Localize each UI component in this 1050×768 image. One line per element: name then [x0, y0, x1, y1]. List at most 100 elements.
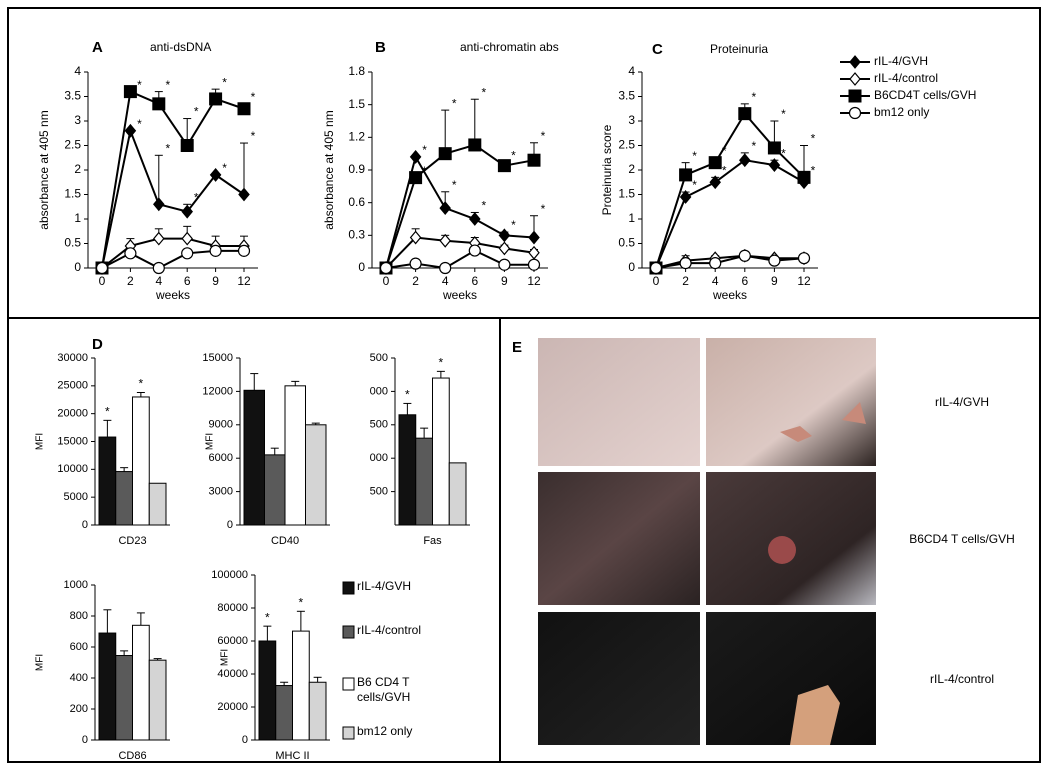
significance-mark: *: [265, 610, 270, 624]
y-tick-label: 200: [70, 703, 88, 715]
x-tick-label: 4: [155, 274, 162, 288]
y-tick-label: 500: [370, 352, 388, 364]
marker: [153, 197, 165, 212]
x-axis-label: weeks: [442, 288, 477, 302]
marker: [738, 249, 751, 262]
marker: [498, 228, 511, 243]
legend-label: B6 CD4 T cells/GVH: [357, 675, 411, 704]
y-tick-label: 0.5: [64, 236, 81, 250]
legend-label: bm12 only: [357, 724, 413, 738]
y-axis-label: Proteinuria score: [600, 124, 614, 215]
marker: [849, 55, 861, 69]
marker: [848, 89, 862, 103]
significance-mark: *: [511, 218, 516, 232]
chart-title: anti-dsDNA: [150, 40, 211, 54]
bar: [132, 624, 150, 741]
bar: [415, 437, 433, 526]
marker: [439, 261, 452, 275]
legend-label: rIL-4/GVH: [357, 579, 412, 593]
bar: [292, 630, 310, 741]
legend-swatch: [342, 581, 355, 595]
y-axis-label: MFI: [220, 649, 231, 666]
significance-mark: *: [751, 90, 756, 104]
y-axis-label: absorbance at 405 nm: [37, 110, 51, 229]
marker: [123, 85, 137, 99]
y-tick-label: 0: [82, 519, 88, 531]
y-tick-label: 2: [628, 162, 635, 176]
marker: [468, 244, 481, 257]
marker: [738, 107, 752, 121]
marker: [797, 170, 811, 184]
significance-mark: *: [511, 149, 516, 163]
bar: [115, 655, 133, 741]
y-tick-label: 5000: [64, 491, 88, 503]
significance-mark: *: [452, 96, 457, 110]
series-line: [101, 127, 245, 269]
marker: [848, 106, 862, 120]
legend-swatch: [342, 677, 355, 691]
y-axis-label: MFI: [205, 433, 216, 450]
marker: [152, 97, 166, 111]
marker: [679, 257, 692, 270]
y-tick-label: 1.5: [348, 97, 365, 111]
marker: [124, 247, 137, 260]
bar: [98, 632, 117, 741]
photo-detail: [780, 402, 866, 442]
y-tick-label: 3: [74, 113, 81, 127]
x-tick-label: 12: [797, 274, 811, 288]
chart-title: Proteinuria: [710, 42, 768, 56]
x-tick-label: 12: [527, 274, 541, 288]
photo: [538, 612, 700, 745]
x-axis-label: MHC II: [275, 750, 309, 762]
photo-detail: [790, 685, 840, 745]
y-tick-label: 6000: [209, 452, 233, 464]
x-axis-label: CD40: [271, 535, 299, 547]
y-tick-label: 100000: [211, 569, 248, 581]
series-line: [385, 154, 535, 269]
series-line: [101, 249, 244, 270]
y-tick-label: 0.3: [348, 228, 365, 242]
significance-mark: *: [194, 190, 199, 204]
y-tick-label: 25000: [57, 380, 88, 392]
y-tick-label: 0: [628, 260, 635, 274]
photo-detail: [768, 536, 796, 564]
bar: [148, 659, 167, 741]
y-tick-label: 1.5: [618, 187, 635, 201]
x-tick-label: 0: [383, 274, 390, 288]
bar: [284, 385, 306, 526]
marker: [379, 261, 393, 275]
y-tick-label: 0.9: [348, 162, 365, 176]
significance-mark: *: [105, 405, 110, 419]
significance-mark: *: [692, 178, 697, 192]
legend-label: rIL-4/control: [357, 623, 422, 637]
y-tick-label: 9000: [209, 419, 233, 431]
x-tick-label: 4: [712, 274, 719, 288]
y-tick-label: 3: [628, 113, 635, 127]
y-tick-label: 15000: [57, 435, 88, 447]
marker: [679, 190, 692, 204]
significance-mark: *: [751, 139, 756, 153]
marker: [439, 201, 451, 216]
y-tick-label: 1.8: [348, 64, 365, 78]
marker: [152, 261, 165, 275]
y-tick-label: 4: [628, 64, 635, 78]
series-line: [655, 111, 805, 269]
bar: [98, 436, 117, 526]
x-axis-label: weeks: [712, 288, 747, 302]
photo: [538, 472, 700, 605]
legend-label-box: bm12 only: [357, 724, 413, 738]
panel-letter: C: [652, 41, 663, 58]
marker: [409, 149, 422, 164]
significance-mark: *: [811, 132, 816, 146]
y-tick-label: 400: [70, 672, 88, 684]
marker: [768, 254, 781, 267]
series-line: [655, 254, 804, 269]
marker: [237, 244, 251, 257]
y-tick-label: 80000: [217, 602, 248, 614]
marker: [497, 159, 511, 173]
bar: [275, 685, 293, 741]
chart-title: anti-chromatin abs: [460, 40, 559, 54]
x-tick-label: 12: [237, 274, 251, 288]
marker: [181, 247, 194, 260]
